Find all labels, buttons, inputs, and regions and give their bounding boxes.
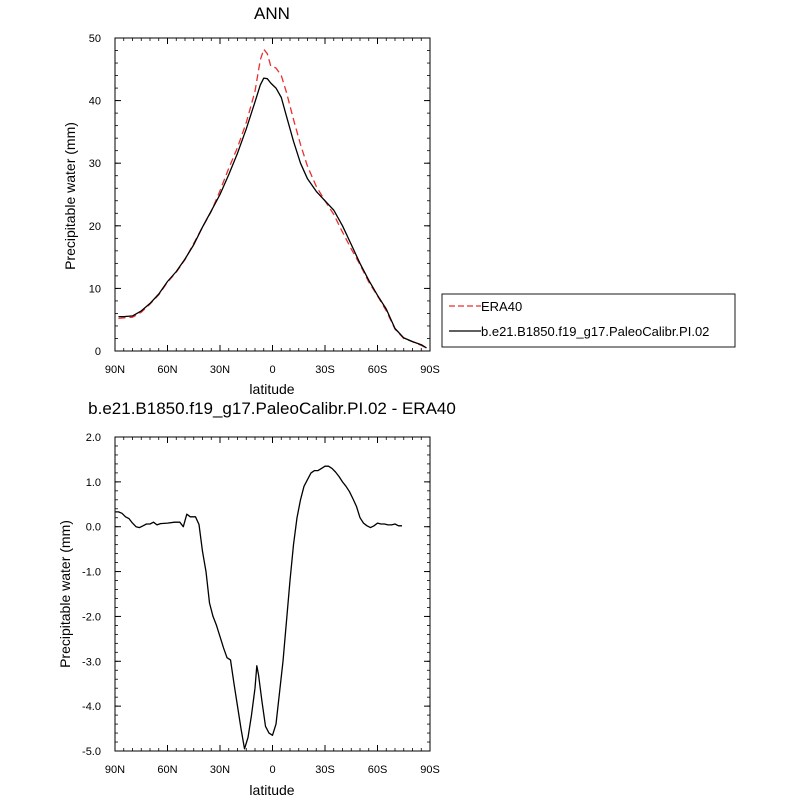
bottom-chart-x-tick-label: 30N [210,764,230,776]
bottom-chart-frame [114,436,431,752]
top-chart-y-tick-label: 0 [95,346,101,358]
bottom-chart-y-tick-label: -1.0 [82,567,101,579]
top-chart-y-tick-label: 30 [89,158,101,170]
top-chart-series-line-0 [118,48,427,349]
bottom-chart-series-line-0 [115,465,402,750]
top-chart-x-tick-label: 60S [368,364,388,376]
legend-label-model: b.e21.B1850.f19_g17.PaleoCalibr.PI.02 [481,324,709,339]
top-chart-y-tick-label: 10 [89,283,101,295]
bottom-chart-ylabel: Precipitable water (mm) [57,520,73,668]
bottom-chart-x-tick-label: 60S [368,764,388,776]
top-chart-x-tick-label: 0 [269,364,275,376]
top-chart-y-tick-label: 20 [89,221,101,233]
top-chart-series-line-1 [118,77,427,349]
top-chart-xlabel: latitude [249,381,294,397]
top-chart-ylabel: Precipitable water (mm) [62,122,78,270]
top-chart-y-tick-label: 40 [89,96,101,108]
bottom-chart-x-tick-label: 0 [269,764,275,776]
top-chart-y-tick-label: 50 [89,33,101,45]
top-chart-x-tick-label: 90S [420,364,440,376]
bottom-chart-y-tick-label: 1.0 [86,477,101,489]
bottom-chart-y-tick-label: -2.0 [82,611,101,623]
legend-box [441,293,736,348]
bottom-chart-y-tick-label: -5.0 [82,746,101,758]
bottom-chart-y-tick-label: 2.0 [86,432,101,444]
top-chart-title: ANN [254,4,290,23]
bottom-chart-y-tick-label: -3.0 [82,656,101,668]
bottom-chart-x-tick-label: 60N [157,764,177,776]
bottom-chart-xlabel: latitude [249,782,294,798]
top-chart-x-tick-label: 30S [315,364,335,376]
bottom-chart-title: b.e21.B1850.f19_g17.PaleoCalibr.PI.02 - … [88,399,456,418]
bottom-chart-y-tick-label: -4.0 [82,701,101,713]
bottom-chart-x-tick-label: 30S [315,764,335,776]
bottom-chart-y-tick-label: 0.0 [86,522,101,534]
top-chart-x-tick-label: 30N [210,364,230,376]
bottom-chart-x-tick-label: 90S [420,764,440,776]
top-chart-x-tick-label: 60N [157,364,177,376]
legend-label-era40: ERA40 [481,299,522,314]
top-chart-x-tick-label: 90N [105,364,125,376]
bottom-chart-x-tick-label: 90N [105,764,125,776]
top-chart-legend: ERA40 b.e21.B1850.f19_g17.PaleoCalibr.PI… [441,293,736,348]
